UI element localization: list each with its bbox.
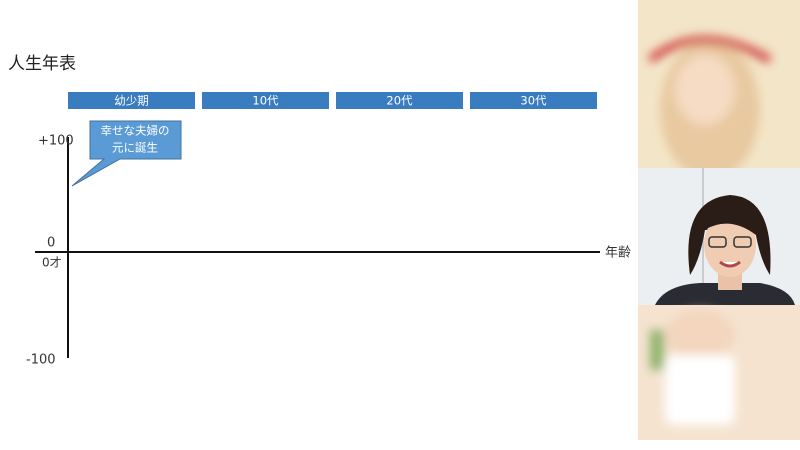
stage-label: 30代 [520,94,547,108]
y-label-top: +100 [38,134,74,149]
slide-background [0,0,638,450]
stage-label: 幼少期 [114,94,149,108]
stage-label: 20代 [386,94,413,108]
stage-bar [470,92,597,109]
stage-bar [68,92,195,109]
callout-shape [71,120,182,187]
x-origin-label: 0才 [42,256,62,270]
blurred-illustration [647,36,772,180]
callout-text: 元に誕生 [112,141,158,155]
slide-title: 人生年表 [8,54,76,74]
video-panel [638,0,800,440]
stage-row: 幼少期 10代 20代 30代 [68,92,597,109]
callout-text: 幸せな夫婦の [101,124,170,138]
blurred-illustration [650,310,735,425]
participant-person [655,195,795,305]
stage-bar [336,92,463,109]
x-axis-label: 年齢 [605,246,631,261]
stage-bar [202,92,329,109]
y-label-zero: 0 [47,236,55,251]
stage-label: 10代 [252,94,279,108]
y-label-bottom: -100 [26,353,56,368]
